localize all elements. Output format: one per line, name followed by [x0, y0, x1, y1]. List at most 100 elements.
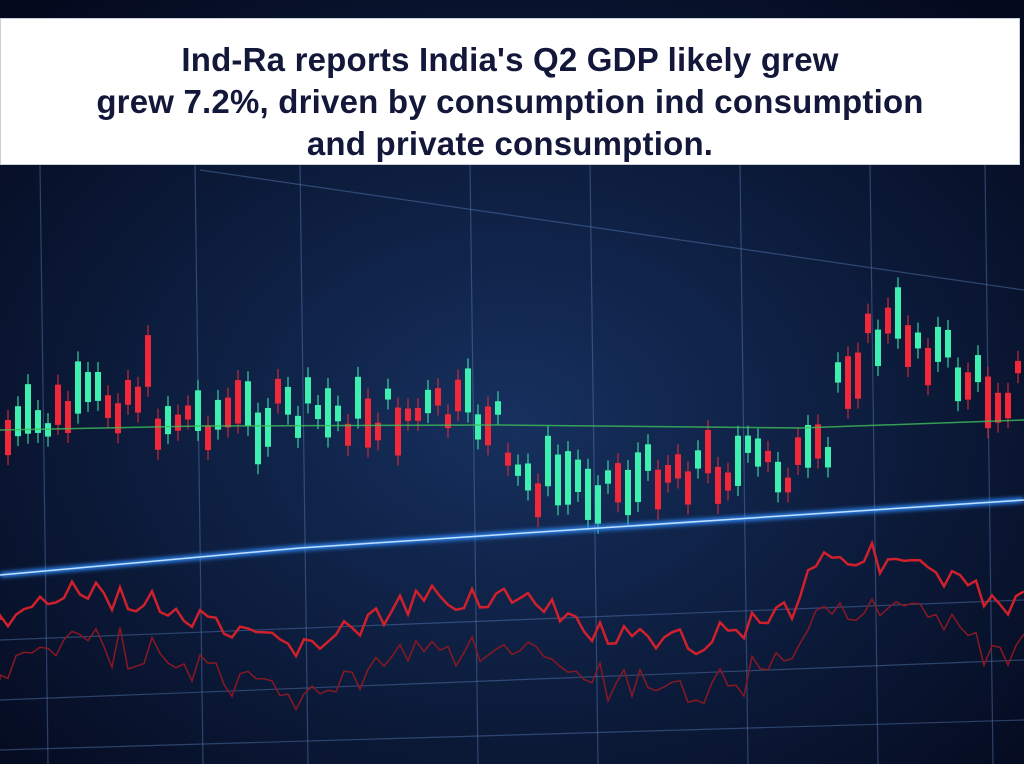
candle-body	[95, 372, 101, 401]
candle-body	[295, 415, 301, 438]
candle-body	[735, 435, 741, 486]
candle-body	[865, 313, 871, 334]
candle-body	[5, 419, 11, 456]
grid-line	[299, 164, 309, 764]
candlesticks	[5, 277, 1021, 534]
candle-body	[85, 372, 91, 403]
candle-body	[665, 465, 671, 483]
candle-body	[65, 401, 71, 433]
candle-body	[155, 418, 161, 450]
candle-body	[575, 459, 581, 492]
candle-body	[485, 406, 491, 446]
candle-body	[855, 352, 861, 399]
candle-body	[355, 376, 361, 419]
candle-body	[615, 463, 621, 503]
candle-body	[515, 464, 521, 476]
candle-body	[845, 356, 851, 409]
candle-body	[605, 470, 611, 484]
candle-body	[465, 368, 471, 413]
candle-body	[835, 362, 841, 383]
candle-body	[875, 329, 881, 367]
candle-body	[885, 307, 891, 334]
candle-body	[195, 390, 201, 431]
candle-body	[565, 451, 571, 505]
candle-body	[675, 454, 681, 479]
candle-body	[965, 372, 971, 400]
candle-body	[455, 379, 461, 412]
green-moving-average-line	[0, 419, 1024, 431]
headline-banner: Ind-Ra reports India's Q2 GDP likely gre…	[0, 18, 1020, 165]
candle-body	[395, 407, 401, 456]
blue-trend-line-core	[0, 499, 1024, 576]
headline-line-1: Ind-Ra reports India's Q2 GDP likely gre…	[181, 41, 839, 78]
headline-line-3: and private consumption.	[306, 125, 714, 162]
candle-body	[105, 395, 111, 418]
candle-body	[145, 335, 151, 387]
candle-body	[995, 392, 1001, 423]
candle-body	[15, 406, 21, 437]
candle-body	[175, 414, 181, 431]
candle-body	[635, 452, 641, 503]
candle-body	[535, 483, 541, 518]
candle-body	[225, 397, 231, 428]
candle-body	[745, 435, 751, 453]
candle-body	[1005, 392, 1011, 419]
candle-body	[755, 438, 761, 467]
candle-body	[975, 355, 981, 383]
candle-body	[895, 287, 901, 339]
candle-body	[245, 381, 251, 426]
candle-body	[935, 326, 941, 362]
grid-line	[0, 659, 1024, 701]
candle-body	[765, 450, 771, 463]
candle-body	[375, 422, 381, 441]
candle-body	[985, 376, 991, 429]
grid-line	[199, 169, 1024, 291]
candle-body	[805, 424, 811, 468]
candle-body	[625, 469, 631, 516]
candle-body	[475, 414, 481, 440]
candle-body	[795, 437, 801, 465]
candle-body	[815, 424, 821, 459]
grid-line	[194, 164, 204, 764]
grid-line	[739, 164, 749, 764]
candle-body	[595, 485, 601, 524]
candle-body	[915, 332, 921, 349]
grid-line	[0, 719, 1024, 751]
candle-body	[435, 388, 441, 406]
candle-body	[1015, 360, 1021, 374]
candle-body	[125, 379, 131, 405]
candle-body	[525, 463, 531, 491]
candle-body	[285, 386, 291, 415]
candle-body	[705, 429, 711, 474]
candle-body	[205, 425, 211, 451]
candle-body	[45, 423, 51, 437]
candle-body	[725, 472, 731, 491]
candle-body	[785, 477, 791, 493]
headline-line-2: grew 7.2%, driven by consumption ind con…	[96, 83, 924, 120]
candle-body	[505, 452, 511, 466]
grid-line	[869, 164, 879, 764]
candle-body	[75, 361, 81, 414]
grid-line	[589, 164, 599, 764]
candle-body	[55, 384, 61, 425]
candle-body	[325, 388, 331, 438]
candle-body	[645, 444, 651, 471]
candle-body	[115, 403, 121, 434]
candle-body	[775, 461, 781, 493]
candle-body	[445, 414, 451, 429]
candle-body	[345, 423, 351, 446]
candle-body	[495, 401, 501, 415]
candle-body	[715, 466, 721, 504]
candle-body	[905, 325, 911, 367]
candle-body	[365, 398, 371, 448]
candle-body	[545, 435, 551, 487]
headline: Ind-Ra reports India's Q2 GDP likely gre…	[1, 19, 1019, 165]
candle-body	[305, 377, 311, 404]
candle-body	[335, 405, 341, 422]
candle-body	[185, 405, 191, 420]
grid-line	[0, 599, 1024, 641]
candle-body	[135, 386, 141, 413]
candle-body	[925, 347, 931, 386]
candle-body	[35, 410, 41, 433]
candle-body	[235, 380, 241, 424]
